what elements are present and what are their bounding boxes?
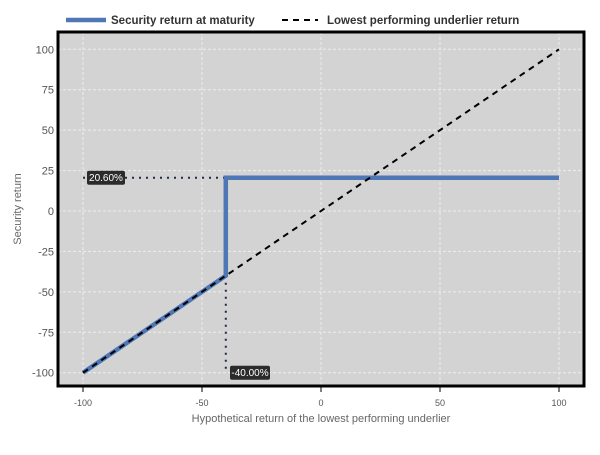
annotation-label-cap: 20.60% (89, 173, 123, 184)
series-line-security-return (81, 175, 559, 375)
legend: Security return at maturity Lowest perfo… (66, 15, 519, 27)
x-axis-title: Hypothetical return of the lowest perfor… (192, 413, 451, 425)
legend-label-security-return: Security return at maturity (111, 15, 255, 27)
annotation-label-barrier: -40.00% (231, 368, 268, 379)
y-tick-label: -50 (38, 287, 54, 299)
annotations: 20.60% -40.00% (87, 170, 270, 380)
annotation-guides (83, 176, 227, 373)
y-tick-label: 25 (42, 166, 54, 178)
series-line-underlier-return (82, 48, 560, 374)
x-tick-label: 0 (318, 398, 323, 408)
y-tick-label: -75 (38, 327, 54, 339)
x-tick-label: -50 (195, 398, 208, 408)
annotation-box-barrier (230, 365, 270, 380)
grid (58, 32, 584, 386)
legend-label-underlier-return: Lowest performing underlier return (327, 15, 519, 27)
y-tick-label: 0 (48, 206, 54, 218)
x-tick-label: 50 (435, 398, 445, 408)
y-tick-label: 50 (42, 125, 54, 137)
x-tick-label: 100 (551, 398, 566, 408)
x-tick-label: -100 (74, 398, 92, 408)
y-tick-label: -100 (32, 368, 54, 380)
y-tick-label: -25 (38, 246, 54, 258)
y-axis-ticks: 100 75 50 25 0 -25 -50 -75 -100 (32, 44, 54, 379)
y-axis-title: Security return (12, 173, 24, 245)
x-axis-ticks: -100 -50 0 50 100 (74, 386, 567, 408)
y-tick-label: 75 (42, 85, 54, 97)
y-tick-label: 100 (36, 44, 54, 56)
series-layer (81, 48, 560, 375)
annotation-box-cap (87, 170, 125, 185)
